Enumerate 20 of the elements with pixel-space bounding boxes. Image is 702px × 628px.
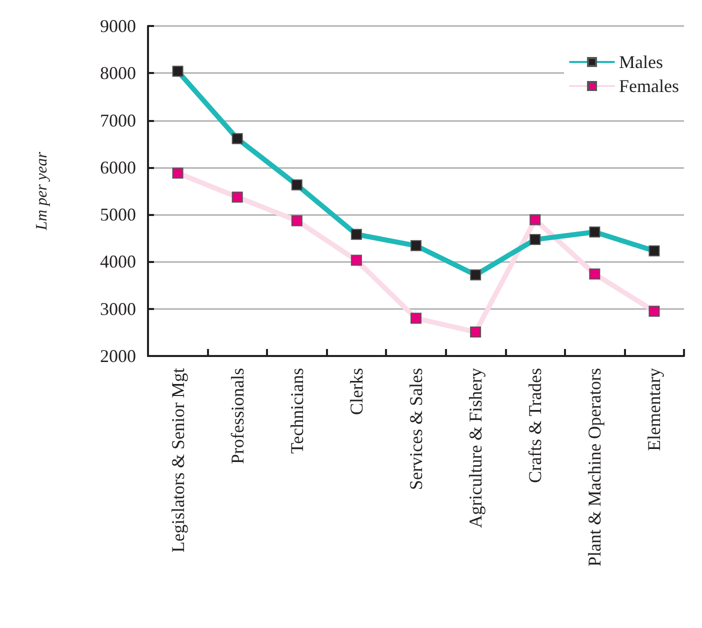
y-tick-label: 7000 <box>100 110 136 130</box>
x-tick-label: Crafts & Trades <box>525 368 546 484</box>
y-axis-title: Lm per year <box>34 151 50 232</box>
x-tick-label: Services & Sales <box>406 368 426 490</box>
y-tick-label: 3000 <box>100 298 136 319</box>
x-tick-label: Technicians <box>286 368 307 454</box>
y-tick-label: 4000 <box>100 252 136 272</box>
legend-label: Males <box>619 52 664 72</box>
x-tick-label: Professionals <box>227 368 248 464</box>
x-tick-label: Legislators & Senior Mgt <box>168 368 188 552</box>
x-tick-label: Clerks <box>346 368 366 415</box>
legend-label: Females <box>619 76 680 96</box>
x-tick-label: Agriculture & Fishery <box>466 368 486 528</box>
x-tick-label: Elementary <box>644 368 664 451</box>
y-tick-label: 6000 <box>100 157 136 178</box>
y-tick-label: 8000 <box>100 63 136 84</box>
y-tick-label: 5000 <box>100 204 136 225</box>
y-tick-label: 9000 <box>100 16 136 36</box>
x-tick-label: Plant & Machine Operators <box>584 368 605 566</box>
y-tick-label: 2000 <box>100 346 136 366</box>
